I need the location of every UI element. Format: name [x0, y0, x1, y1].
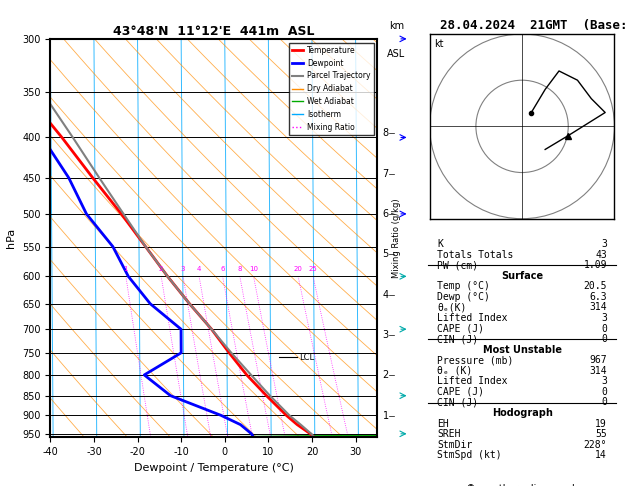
Text: 1: 1 — [124, 266, 128, 272]
Text: Temp (°C): Temp (°C) — [437, 281, 490, 291]
Text: 0: 0 — [601, 398, 607, 407]
Legend: Temperature, Dewpoint, Parcel Trajectory, Dry Adiabat, Wet Adiabat, Isotherm, Mi: Temperature, Dewpoint, Parcel Trajectory… — [289, 43, 374, 135]
Text: CAPE (J): CAPE (J) — [437, 387, 484, 397]
Text: 1.09: 1.09 — [584, 260, 607, 270]
Text: 314: 314 — [589, 302, 607, 312]
Text: 2: 2 — [382, 370, 389, 380]
Text: 228°: 228° — [584, 440, 607, 450]
Text: 3: 3 — [601, 313, 607, 323]
Text: StmDir: StmDir — [437, 440, 472, 450]
Text: 8: 8 — [382, 128, 389, 139]
Text: 3: 3 — [601, 239, 607, 249]
Text: LCL: LCL — [299, 353, 314, 362]
Text: 6: 6 — [382, 209, 389, 219]
Text: km: km — [389, 21, 404, 31]
Text: StmSpd (kt): StmSpd (kt) — [437, 451, 502, 460]
Text: CIN (J): CIN (J) — [437, 334, 478, 344]
Text: 1: 1 — [382, 411, 389, 420]
Text: PW (cm): PW (cm) — [437, 260, 478, 270]
Text: Mixing Ratio (g/kg): Mixing Ratio (g/kg) — [392, 198, 401, 278]
Text: CAPE (J): CAPE (J) — [437, 324, 484, 333]
Text: 19: 19 — [595, 418, 607, 429]
Text: 3: 3 — [181, 266, 186, 272]
Text: 8: 8 — [238, 266, 242, 272]
Text: Surface: Surface — [501, 271, 543, 281]
Text: Hodograph: Hodograph — [492, 408, 552, 418]
Text: EH: EH — [437, 418, 449, 429]
Text: θₑ(K): θₑ(K) — [437, 302, 467, 312]
Text: 3: 3 — [601, 376, 607, 386]
Text: 20: 20 — [294, 266, 303, 272]
Text: Totals Totals: Totals Totals — [437, 249, 513, 260]
Text: 10: 10 — [249, 266, 258, 272]
Text: SREH: SREH — [437, 429, 460, 439]
X-axis label: Dewpoint / Temperature (°C): Dewpoint / Temperature (°C) — [134, 463, 294, 473]
Text: kt: kt — [435, 38, 444, 49]
Text: 967: 967 — [589, 355, 607, 365]
Text: 6.3: 6.3 — [589, 292, 607, 302]
Text: 20.5: 20.5 — [584, 281, 607, 291]
Text: Most Unstable: Most Unstable — [482, 345, 562, 355]
Text: Dewp (°C): Dewp (°C) — [437, 292, 490, 302]
Y-axis label: hPa: hPa — [6, 228, 16, 248]
Title: 43°48'N  11°12'E  441m  ASL: 43°48'N 11°12'E 441m ASL — [113, 25, 314, 38]
Text: © weatheronline.co.uk: © weatheronline.co.uk — [466, 484, 578, 486]
Text: ASL: ASL — [387, 49, 406, 59]
Text: 55: 55 — [595, 429, 607, 439]
Text: 4: 4 — [197, 266, 201, 272]
Text: 28.04.2024  21GMT  (Base: 18): 28.04.2024 21GMT (Base: 18) — [440, 19, 629, 33]
Text: CIN (J): CIN (J) — [437, 398, 478, 407]
Text: 5: 5 — [382, 249, 389, 260]
Text: 2: 2 — [159, 266, 164, 272]
Text: Pressure (mb): Pressure (mb) — [437, 355, 513, 365]
Text: 3: 3 — [382, 330, 389, 340]
Text: 4: 4 — [382, 290, 389, 300]
Text: Lifted Index: Lifted Index — [437, 313, 508, 323]
Text: 7: 7 — [382, 169, 389, 179]
Text: 0: 0 — [601, 334, 607, 344]
Text: 25: 25 — [309, 266, 318, 272]
Text: θₑ (K): θₑ (K) — [437, 366, 472, 376]
Text: 14: 14 — [595, 451, 607, 460]
Text: Lifted Index: Lifted Index — [437, 376, 508, 386]
Text: 43: 43 — [595, 249, 607, 260]
Text: 0: 0 — [601, 324, 607, 333]
Text: K: K — [437, 239, 443, 249]
Text: 0: 0 — [601, 387, 607, 397]
Text: 314: 314 — [589, 366, 607, 376]
Text: 6: 6 — [220, 266, 225, 272]
